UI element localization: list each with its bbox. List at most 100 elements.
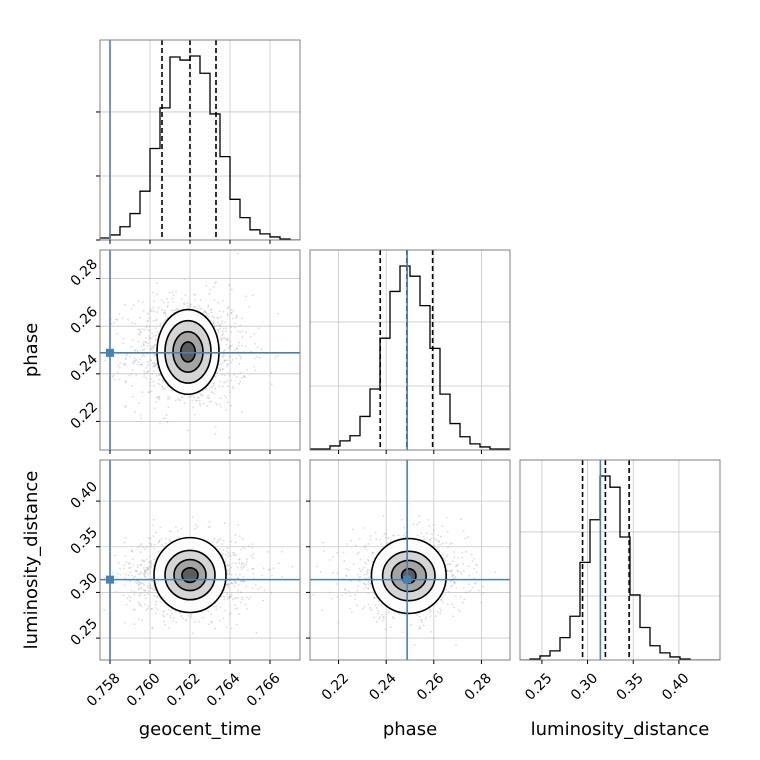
sample-point — [151, 349, 154, 352]
sample-point — [353, 598, 356, 601]
y-tick-label-luminosity_distance: 0.25 — [68, 616, 101, 649]
sample-point — [463, 598, 466, 601]
sample-point — [162, 301, 165, 304]
sample-point — [123, 567, 125, 570]
sample-point — [404, 614, 406, 617]
sample-point — [380, 603, 383, 606]
sample-point — [184, 619, 187, 622]
sample-point — [452, 615, 455, 618]
sample-point — [140, 571, 142, 574]
sample-point — [461, 556, 463, 559]
sample-point — [451, 560, 454, 563]
sample-point — [252, 567, 255, 570]
sample-point — [221, 374, 224, 376]
sample-point — [367, 587, 370, 590]
sample-point — [227, 379, 229, 382]
sample-point — [227, 385, 230, 388]
sample-point — [473, 567, 475, 570]
sample-point — [225, 626, 228, 629]
sample-point — [156, 395, 159, 398]
panel-luminosity_distance-vs-luminosity_distance — [519, 459, 721, 664]
sample-point — [114, 581, 117, 584]
sample-point — [237, 354, 240, 357]
sample-point — [152, 585, 155, 588]
sample-point — [438, 540, 441, 543]
sample-point — [166, 305, 168, 308]
sample-point — [226, 547, 229, 550]
sample-point — [157, 374, 160, 377]
sample-point — [450, 570, 453, 573]
sample-point — [138, 544, 141, 547]
sample-point — [125, 380, 127, 382]
sample-point — [356, 604, 358, 607]
sample-point — [131, 395, 134, 398]
sample-point — [359, 576, 362, 579]
sample-point — [363, 605, 366, 608]
sample-point — [177, 398, 180, 401]
sample-point — [367, 576, 369, 579]
sample-point — [128, 567, 131, 569]
sample-point — [369, 583, 372, 585]
sample-point — [115, 318, 117, 321]
sample-point — [234, 604, 236, 607]
sample-point — [219, 606, 222, 609]
sample-point — [219, 310, 221, 313]
sample-point — [150, 565, 153, 567]
sample-point — [119, 362, 121, 365]
sample-point — [382, 514, 385, 517]
sample-point — [367, 569, 369, 571]
sample-point — [224, 557, 227, 560]
sample-point — [147, 605, 150, 608]
sample-point — [229, 345, 232, 348]
sample-point — [242, 562, 245, 565]
sample-point — [209, 288, 212, 291]
sample-point — [156, 330, 159, 333]
sample-point — [272, 567, 275, 570]
sample-point — [440, 598, 442, 601]
sample-point — [216, 371, 219, 374]
sample-point — [241, 598, 244, 601]
sample-point — [217, 321, 220, 324]
sample-point — [140, 363, 143, 366]
sample-point — [181, 397, 184, 399]
sample-point — [172, 309, 175, 312]
sample-point — [138, 402, 141, 404]
sample-point — [140, 345, 143, 348]
sample-point — [257, 327, 260, 330]
sample-point — [198, 399, 201, 402]
sample-point — [267, 568, 270, 571]
sample-point — [245, 563, 248, 565]
sample-point — [368, 606, 371, 609]
sample-point — [319, 570, 322, 573]
sample-point — [149, 537, 152, 540]
sample-point — [210, 391, 213, 393]
sample-point — [419, 627, 422, 630]
sample-point — [336, 551, 339, 554]
sample-point — [354, 593, 357, 596]
sample-point — [231, 582, 234, 585]
sample-point — [233, 322, 236, 325]
sample-point — [246, 368, 248, 371]
sample-point — [397, 534, 400, 537]
sample-point — [446, 569, 449, 572]
sample-point — [440, 535, 442, 538]
sample-point — [321, 609, 324, 612]
sample-point — [221, 368, 224, 371]
sample-point — [134, 575, 137, 578]
sample-point — [440, 543, 443, 546]
sample-point — [130, 384, 133, 387]
sample-point — [462, 562, 465, 565]
sample-point — [189, 303, 192, 306]
sample-point — [213, 298, 216, 301]
sample-point — [253, 332, 256, 335]
sample-point — [187, 615, 189, 617]
sample-point — [237, 345, 240, 347]
y-tick-label-phase: 0.22 — [68, 399, 101, 432]
sample-point — [138, 583, 140, 586]
sample-point — [154, 339, 157, 341]
sample-point — [446, 530, 449, 533]
sample-point — [212, 286, 215, 288]
sample-point — [369, 534, 372, 537]
sample-point — [423, 538, 426, 541]
sample-point — [432, 637, 435, 640]
